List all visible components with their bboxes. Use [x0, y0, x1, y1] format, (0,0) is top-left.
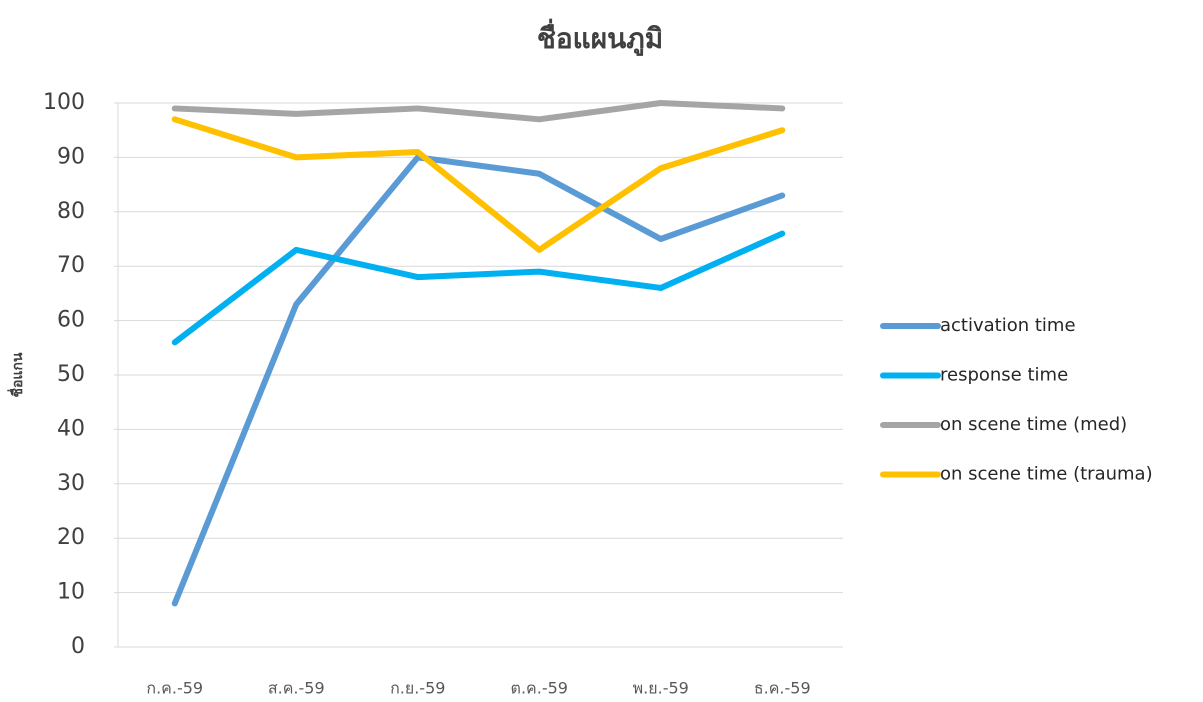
legend-label: activation time: [940, 315, 1076, 336]
y-tick-label: 100: [43, 90, 85, 115]
y-tick-label: 30: [57, 471, 85, 496]
x-tick-label: ก.ค.-59: [146, 679, 203, 698]
y-tick-label: 40: [57, 416, 85, 441]
y-tick-label: 50: [57, 362, 85, 387]
y-tick-label: 60: [57, 308, 85, 333]
x-tick-label: ต.ค.-59: [511, 679, 568, 698]
legend-label: response time: [940, 365, 1068, 386]
y-tick-label: 10: [57, 580, 85, 605]
x-tick-label: ธ.ค.-59: [754, 679, 811, 698]
y-axis-label: ชื่อแกน: [7, 352, 26, 397]
y-tick-label: 0: [71, 634, 85, 659]
y-tick-label: 90: [57, 144, 85, 169]
series-line: [171, 230, 786, 346]
series-line: [171, 154, 786, 607]
y-tick-label: 70: [57, 253, 85, 278]
y-tick-label: 20: [57, 525, 85, 550]
chart-title: ชื่อแผนภูมิ: [537, 18, 663, 56]
legend-label: on scene time (med): [940, 414, 1127, 435]
x-tick-label: พ.ย.-59: [633, 679, 689, 698]
x-tick-label: ก.ย.-59: [390, 679, 445, 698]
legend-label: on scene time (trauma): [940, 464, 1153, 485]
series-line: [171, 116, 786, 253]
y-tick-label: 80: [57, 199, 85, 224]
series-line: [171, 100, 786, 123]
x-tick-label: ส.ค.-59: [268, 679, 325, 698]
